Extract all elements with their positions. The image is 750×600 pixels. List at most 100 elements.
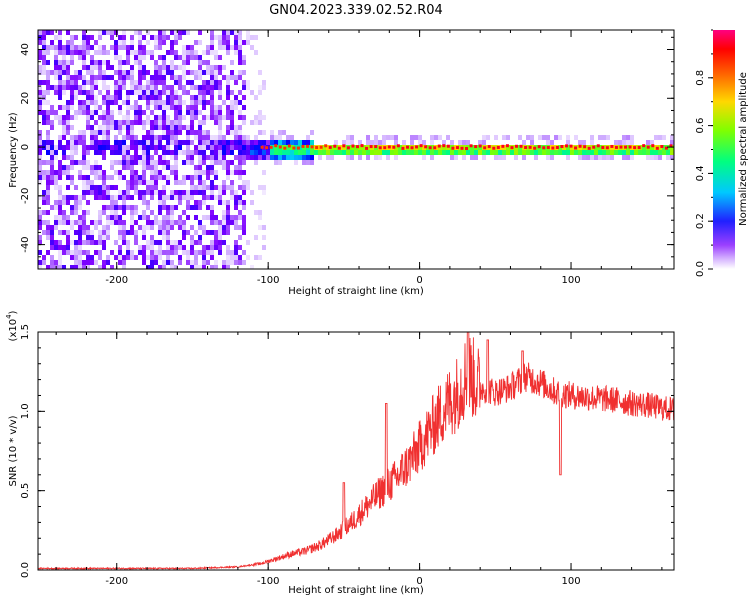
heatmap-cell [150,55,154,60]
heatmap-cell [454,150,458,155]
heatmap-cell [86,255,90,260]
heatmap-cell [138,175,142,180]
heatmap-cell [182,50,186,55]
heatmap-cell [214,220,218,225]
heatmap-cell [222,215,226,220]
heatmap-cell [70,95,74,100]
heatmap-cell [58,70,62,75]
heatmap-cell [198,135,202,140]
heatmap-cell [226,35,230,40]
heatmap-cell [58,215,62,220]
heatmap-cell [226,170,230,175]
heatmap-cell [170,125,174,130]
heatmap-cell [78,135,82,140]
heatmap-cell [582,140,586,145]
ridge-mark [301,144,305,148]
heatmap-cell [178,65,182,70]
heatmap-cell [66,80,70,85]
heatmap-cell [470,155,474,160]
heatmap-cell [218,95,222,100]
bottom-y-multiplier: (x104) [5,310,19,341]
heatmap-cell [190,240,194,245]
heatmap-cell [170,140,174,145]
heatmap-cell [210,100,214,105]
heatmap-cell [130,230,134,235]
heatmap-cell [214,155,218,160]
heatmap-cell [190,155,194,160]
heatmap-cell [246,140,250,145]
heatmap-cell [186,110,190,115]
heatmap-cell [234,260,238,265]
heatmap-cell [162,160,166,165]
heatmap-cell [206,145,210,150]
heatmap-cell [146,130,150,135]
heatmap-cell [250,190,254,195]
heatmap-cell [158,205,162,210]
heatmap-cell [182,75,186,80]
heatmap-cell [270,155,274,160]
heatmap-cell [62,65,66,70]
heatmap-cell [194,115,198,120]
heatmap-cell [582,155,586,160]
heatmap-cell [130,155,134,160]
heatmap-cell [646,155,650,160]
heatmap-cell [210,160,214,165]
heatmap-cell [330,145,334,150]
heatmap-cell [86,90,90,95]
heatmap-cell [70,140,74,145]
heatmap-cell [78,70,82,75]
heatmap-cell [150,265,154,269]
heatmap-cell [90,80,94,85]
heatmap-cell [226,160,230,165]
heatmap-cell [230,105,234,110]
ridge-mark [492,146,496,150]
heatmap-cell [262,225,266,230]
heatmap-cell [202,155,206,160]
heatmap-cell [222,225,226,230]
heatmap-cell [54,115,58,120]
heatmap-cell [86,80,90,85]
heatmap-cell [234,105,238,110]
heatmap-cell [474,155,478,160]
heatmap-cell [118,130,122,135]
heatmap-cell [670,140,674,145]
heatmap-cell [670,155,674,160]
heatmap-cell [214,140,218,145]
heatmap-cell [150,250,154,255]
heatmap-cell [50,165,54,170]
heatmap-cell [106,90,110,95]
heatmap-cell [146,245,150,250]
heatmap-cell [78,200,82,205]
heatmap-cell [234,30,238,35]
heatmap-cell [66,250,70,255]
heatmap-cell [230,190,234,195]
heatmap-cell [70,145,74,150]
heatmap-cell [66,240,70,245]
heatmap-cell [218,235,222,240]
heatmap-cell [194,190,198,195]
heatmap-cell [182,30,186,35]
heatmap-cell [150,135,154,140]
heatmap-cell [662,145,666,150]
heatmap-cell [346,155,350,160]
heatmap-cell [90,190,94,195]
heatmap-cell [146,150,150,155]
heatmap-cell [90,75,94,80]
heatmap-cell [306,135,310,140]
ridge-mark [296,146,300,150]
heatmap-cell [218,45,222,50]
heatmap-cell [78,90,82,95]
heatmap-cell [102,120,106,125]
heatmap-cell [242,145,246,150]
heatmap-cell [38,130,42,135]
heatmap-cell [254,235,258,240]
heatmap-cell [98,105,102,110]
heatmap-cell [414,150,418,155]
heatmap-cell [202,170,206,175]
heatmap-cell [222,220,226,225]
heatmap-cell [74,185,78,190]
heatmap-cell [130,215,134,220]
heatmap-cell [82,225,86,230]
heatmap-cell [262,145,266,150]
heatmap-cell [174,55,178,60]
